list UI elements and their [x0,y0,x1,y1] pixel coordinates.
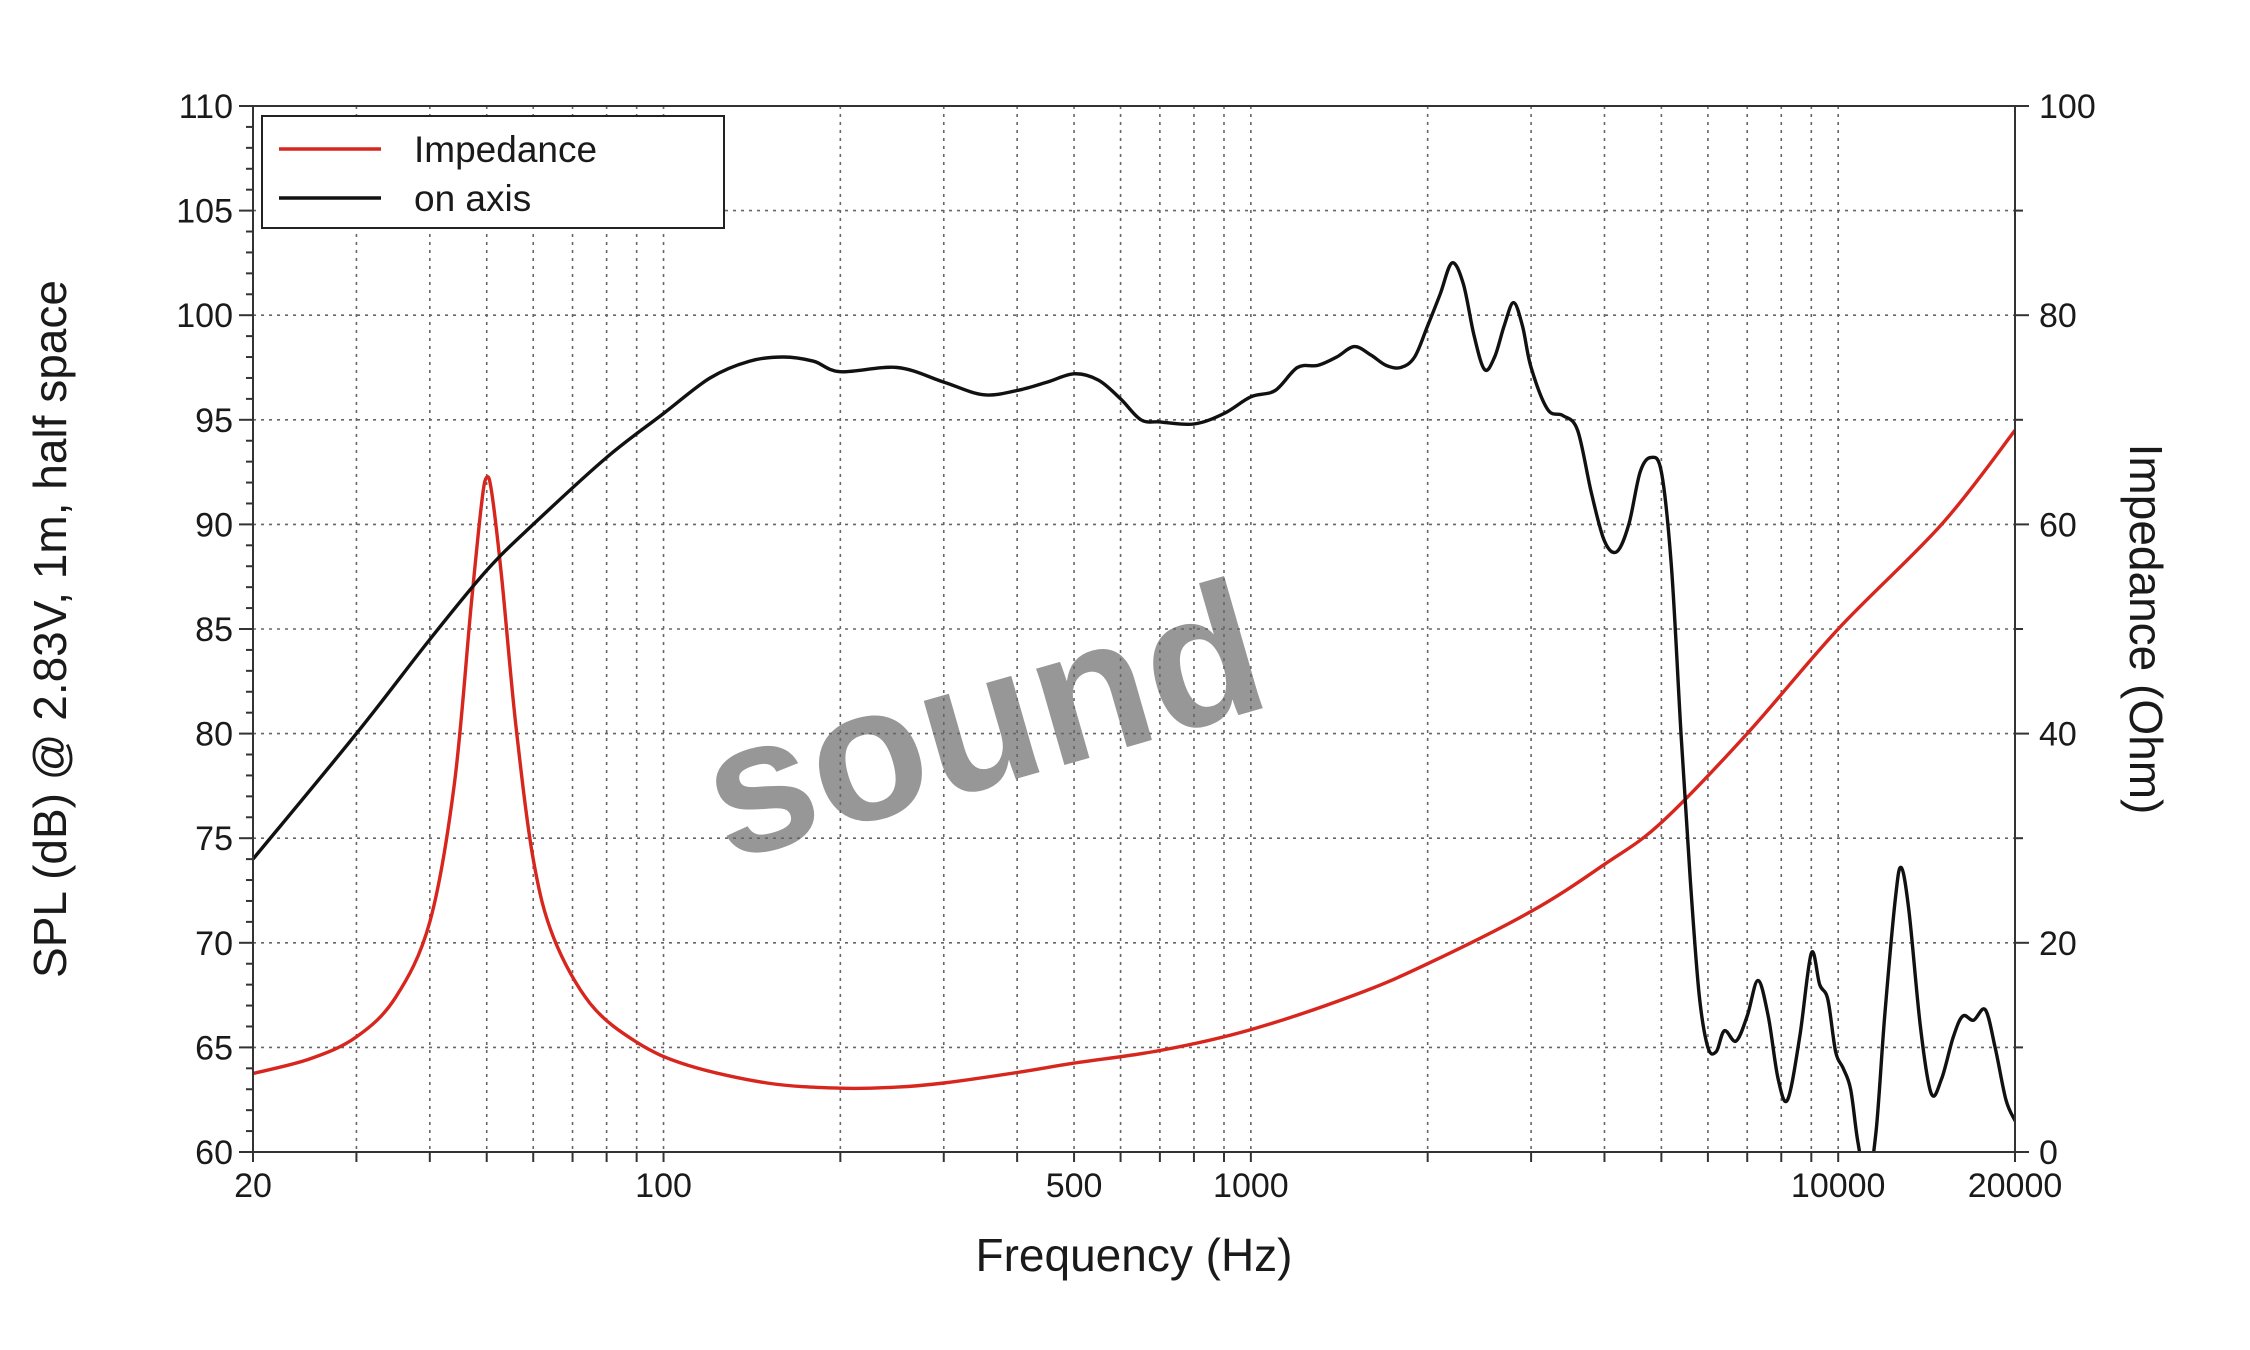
x-tick-label: 20 [234,1167,272,1205]
data-series [253,261,2015,1152]
y-tick-label: 70 [195,925,233,963]
y-left-tick-labels: 60 65 70 75 80 85 90 95 100 105 110 [176,88,233,1172]
y2-tick-label: 20 [2039,925,2077,963]
series-line-impedance [253,428,2015,1091]
x-tick-label: 20000 [1968,1167,2063,1205]
legend-box [261,115,725,229]
grid-lines [253,106,2015,1152]
y-tick-label: 110 [179,88,233,126]
legend-label-impedance: Impedance [414,129,597,170]
y-tick-label: 105 [176,193,233,231]
y-axis-title: SPL (dB) @ 2.83V, 1m, half space [24,280,76,978]
y2-tick-label: 0 [2039,1134,2058,1172]
x-tick-label: 10000 [1791,1167,1886,1205]
x-tick-labels: 20 100 500 1000 10000 20000 [234,1167,2062,1205]
y2-tick-label: 80 [2039,297,2077,335]
y-tick-label: 85 [195,611,233,649]
y-right-tick-labels: 0 20 40 60 80 100 [2039,88,2096,1172]
x-tick-label: 1000 [1213,1167,1289,1205]
x-axis-title: Frequency (Hz) [976,1229,1293,1281]
x-tick-label: 500 [1046,1167,1103,1205]
legend: Impedance on axis [261,115,725,229]
axis-ticks [239,105,2029,1162]
y-tick-label: 95 [195,402,233,440]
series-line-on-axis [253,261,2015,1152]
plot-frame [252,105,2016,1153]
y2-axis-title: Impedance (Ohm) [2120,444,2172,815]
legend-label-on-axis: on axis [414,178,531,219]
y-tick-label: 60 [195,1134,233,1172]
y-tick-label: 65 [195,1029,233,1067]
y-tick-label: 75 [195,820,233,858]
y2-tick-label: 40 [2039,716,2077,754]
x-tick-label: 100 [635,1167,692,1205]
sound-watermark: sound [680,540,1286,901]
y-tick-label: 100 [176,297,233,335]
y2-tick-label: 100 [2039,88,2096,126]
y2-tick-label: 60 [2039,506,2077,544]
y-tick-label: 80 [195,716,233,754]
y-tick-label: 90 [195,506,233,544]
